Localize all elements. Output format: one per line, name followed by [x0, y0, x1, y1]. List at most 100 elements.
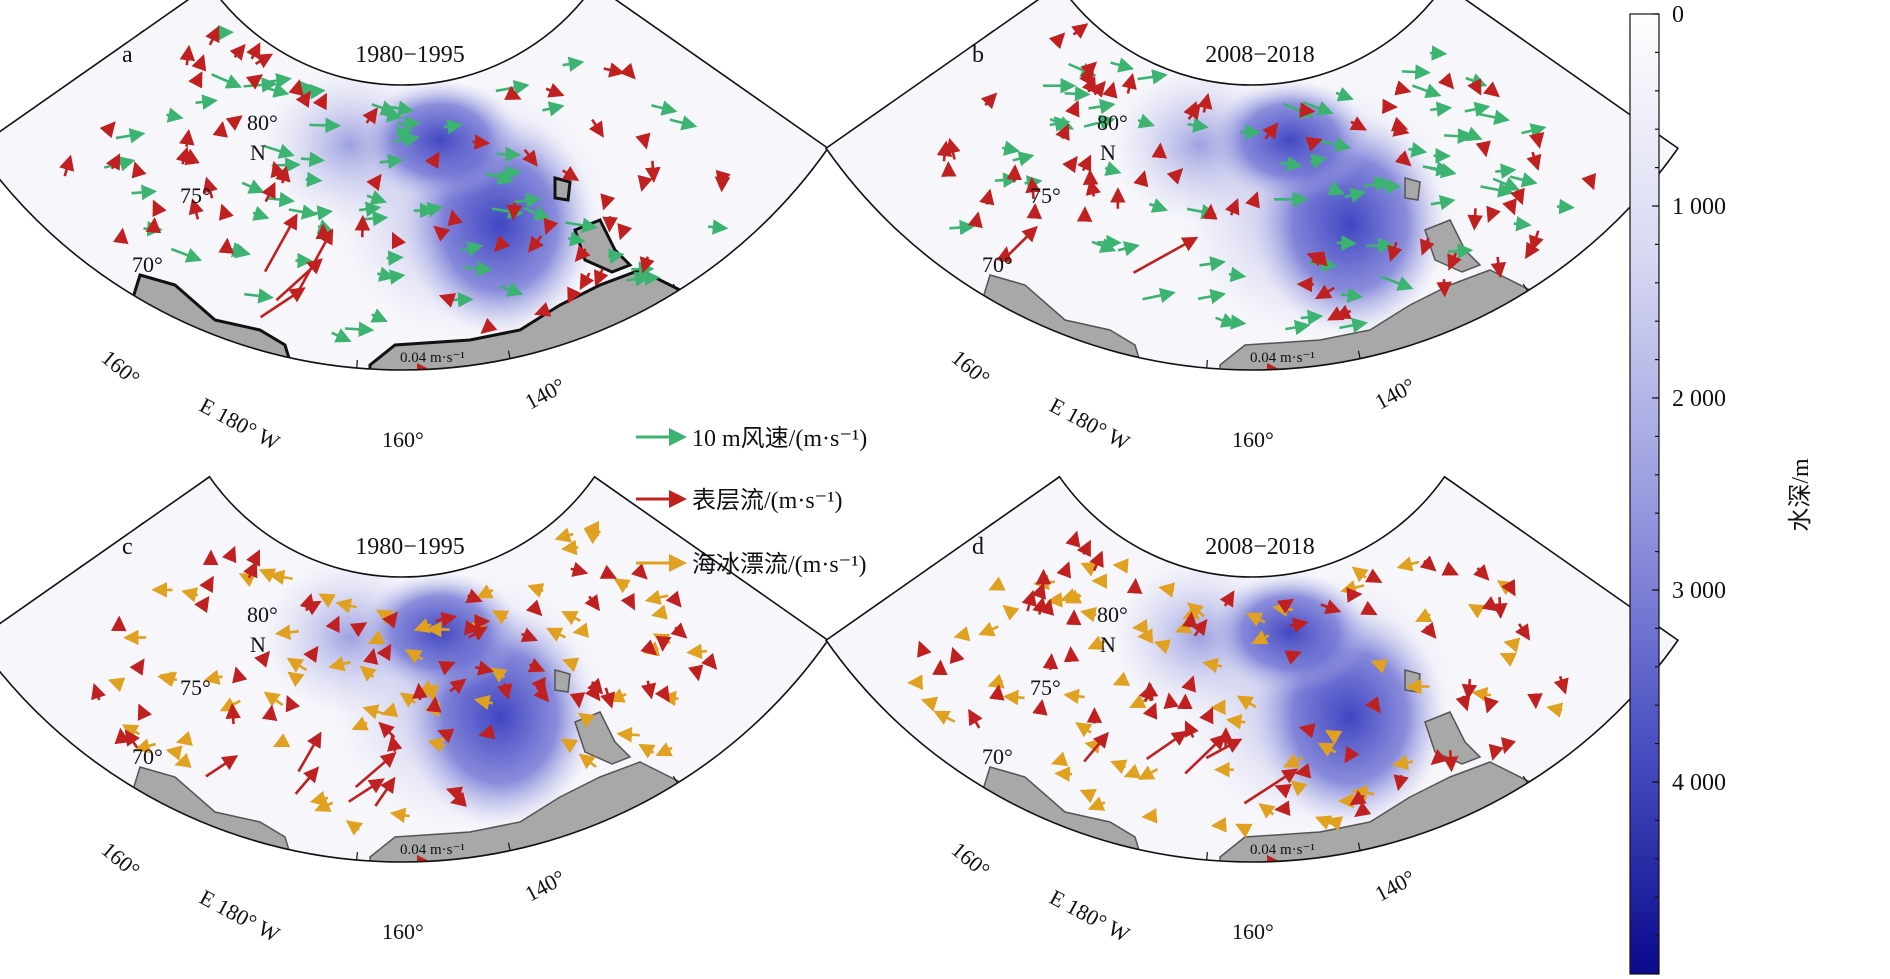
- colorbar-ticks: 0 1 000 2 000 3 000 4 000: [1652, 2, 1726, 975]
- current-vector: [218, 203, 234, 221]
- current-vector: [175, 146, 191, 165]
- wind-vector: [392, 132, 420, 148]
- current-vector: [1142, 681, 1159, 702]
- wind-vector: [1429, 163, 1457, 179]
- current-vector: [426, 696, 442, 713]
- ice-vector: [1235, 823, 1253, 838]
- current-vector: [640, 639, 658, 656]
- current-vector: [1305, 136, 1323, 152]
- current-vector: [1085, 178, 1101, 197]
- wind-vector: [651, 100, 678, 116]
- lon-tick: [356, 851, 358, 861]
- current-vector: [363, 648, 379, 665]
- land-island: [553, 176, 572, 202]
- latitude-label: 75°: [180, 675, 211, 700]
- current-vector: [1394, 80, 1412, 96]
- current-vector: [1327, 306, 1345, 321]
- wind-vector: [1521, 123, 1547, 139]
- ice-vector: [351, 716, 369, 731]
- current-vector: [917, 640, 932, 658]
- land-island: [1404, 177, 1421, 201]
- colorbar-tick-label: 1 000: [1672, 194, 1726, 220]
- current-vector: [1382, 98, 1398, 115]
- scale-label: 0.04 m·s⁻¹: [1250, 350, 1315, 366]
- current-vector: [1467, 78, 1482, 96]
- current-vector: [570, 561, 589, 577]
- current-vector: [449, 791, 467, 807]
- current-vector: [1393, 774, 1409, 792]
- wind-vector: [1197, 288, 1227, 305]
- current-vector: [1076, 539, 1091, 558]
- current-vector: [1102, 81, 1118, 99]
- current-vector: [1056, 561, 1072, 579]
- ice-vector: [274, 624, 299, 640]
- current-vector: [600, 193, 616, 211]
- land-alaska: [369, 761, 682, 863]
- wind-vector: [309, 117, 342, 134]
- wind-vector: [1509, 172, 1538, 188]
- wind-vector: [1476, 109, 1510, 125]
- wind-vector: [443, 119, 463, 135]
- current-vector: [1349, 790, 1367, 806]
- current-vector: [179, 44, 196, 66]
- latitude-label: 80°: [247, 602, 278, 627]
- lon-tick: [1206, 359, 1208, 369]
- wind-vector: [1380, 275, 1414, 291]
- panel-letter: b: [972, 42, 984, 68]
- current-vector: [534, 301, 552, 317]
- current-vector: [1553, 675, 1569, 695]
- current-vector: [179, 129, 195, 147]
- ice-vector: [1187, 602, 1205, 619]
- wind-vector: [1430, 101, 1453, 117]
- lat-tick: [200, 476, 210, 484]
- current-vector: [1065, 100, 1080, 118]
- current-vector: [1243, 768, 1299, 805]
- ice-vector: [425, 621, 450, 638]
- current-vector: [599, 564, 618, 579]
- current-vector: [1436, 279, 1452, 298]
- ice-vector: [1054, 766, 1073, 782]
- current-vector: [261, 181, 276, 203]
- current-vector: [688, 664, 704, 682]
- ice-vector: [1392, 754, 1414, 771]
- wind-vector: [397, 115, 421, 132]
- wind-vector: [1142, 287, 1176, 304]
- wind-vector: [241, 179, 265, 194]
- scale-label: 0.04 m·s⁻¹: [400, 350, 465, 366]
- current-vector: [1039, 598, 1055, 616]
- lat-tick: [135, 521, 145, 529]
- ice-vector: [134, 738, 157, 754]
- current-vector: [1320, 599, 1342, 615]
- current-vector: [1344, 745, 1360, 764]
- longitude-label: 160°: [947, 345, 995, 391]
- ice-vector: [1079, 788, 1097, 804]
- current-vector: [382, 611, 398, 629]
- current-vector: [1025, 176, 1041, 199]
- current-vector: [188, 71, 203, 89]
- current-vector: [1133, 170, 1149, 188]
- current-vector: [1042, 653, 1059, 670]
- ice-vector: [1064, 589, 1083, 604]
- current-vector: [588, 118, 604, 138]
- panel-title: 1980−1995: [355, 534, 465, 560]
- current-vector: [968, 708, 983, 729]
- wind-vector: [1104, 161, 1122, 176]
- current-vector: [447, 209, 463, 227]
- current-vector: [1501, 579, 1516, 597]
- wind-vector: [1495, 163, 1517, 179]
- current-vector: [1202, 203, 1218, 220]
- current-vector: [602, 216, 618, 233]
- current-vector: [246, 42, 261, 60]
- current-vector: [304, 600, 322, 616]
- wind-vector: [305, 171, 323, 188]
- ice-vector: [1546, 702, 1564, 718]
- current-vector: [1199, 706, 1214, 725]
- wind-vector: [496, 146, 521, 163]
- ice-vector: [1141, 808, 1158, 824]
- scale-label: 0.04 m·s⁻¹: [1250, 842, 1315, 858]
- lon-tick: [1206, 851, 1208, 861]
- lon-tick: [1357, 842, 1361, 851]
- lon-tick: [507, 350, 511, 359]
- current-vector: [631, 563, 648, 580]
- current-vector: [218, 237, 234, 254]
